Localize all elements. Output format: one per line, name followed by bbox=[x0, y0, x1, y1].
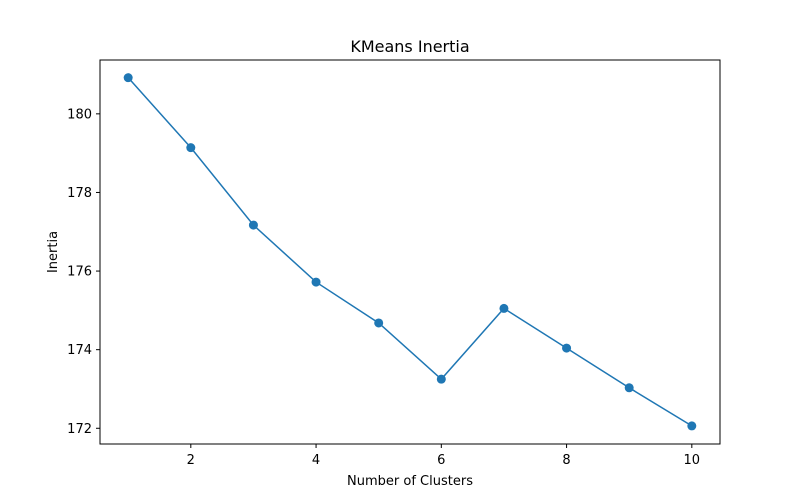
data-point-k4 bbox=[311, 277, 321, 287]
x-tick-label: 2 bbox=[187, 453, 195, 468]
series-points bbox=[123, 73, 697, 431]
y-axis-label: Inertia bbox=[46, 231, 61, 273]
y-tick-label: 178 bbox=[67, 186, 92, 201]
data-point-k7 bbox=[499, 303, 509, 313]
y-tick-label: 176 bbox=[67, 265, 92, 280]
data-point-k3 bbox=[248, 220, 258, 230]
data-point-k8 bbox=[562, 343, 572, 353]
y-tick-label: 172 bbox=[67, 422, 92, 437]
data-point-k6 bbox=[436, 374, 446, 384]
data-point-k5 bbox=[374, 318, 384, 328]
series-line-inertia bbox=[127, 77, 693, 427]
x-tick-label: 4 bbox=[312, 453, 320, 468]
x-tick-label: 10 bbox=[684, 453, 701, 468]
data-point-k9 bbox=[624, 383, 634, 393]
y-tick-label: 174 bbox=[67, 343, 92, 358]
x-tick-label: 6 bbox=[437, 453, 445, 468]
data-point-k2 bbox=[186, 143, 196, 153]
x-tick-label: 8 bbox=[562, 453, 570, 468]
data-point-k1 bbox=[123, 73, 133, 83]
chart-title: KMeans Inertia bbox=[350, 37, 469, 56]
x-axis: 2 4 6 8 10 bbox=[187, 444, 700, 468]
y-tick-label: 180 bbox=[67, 107, 92, 122]
data-point-k10 bbox=[687, 421, 697, 431]
x-axis-label: Number of Clusters bbox=[347, 474, 473, 489]
y-axis: 172 174 176 178 180 bbox=[67, 107, 100, 437]
